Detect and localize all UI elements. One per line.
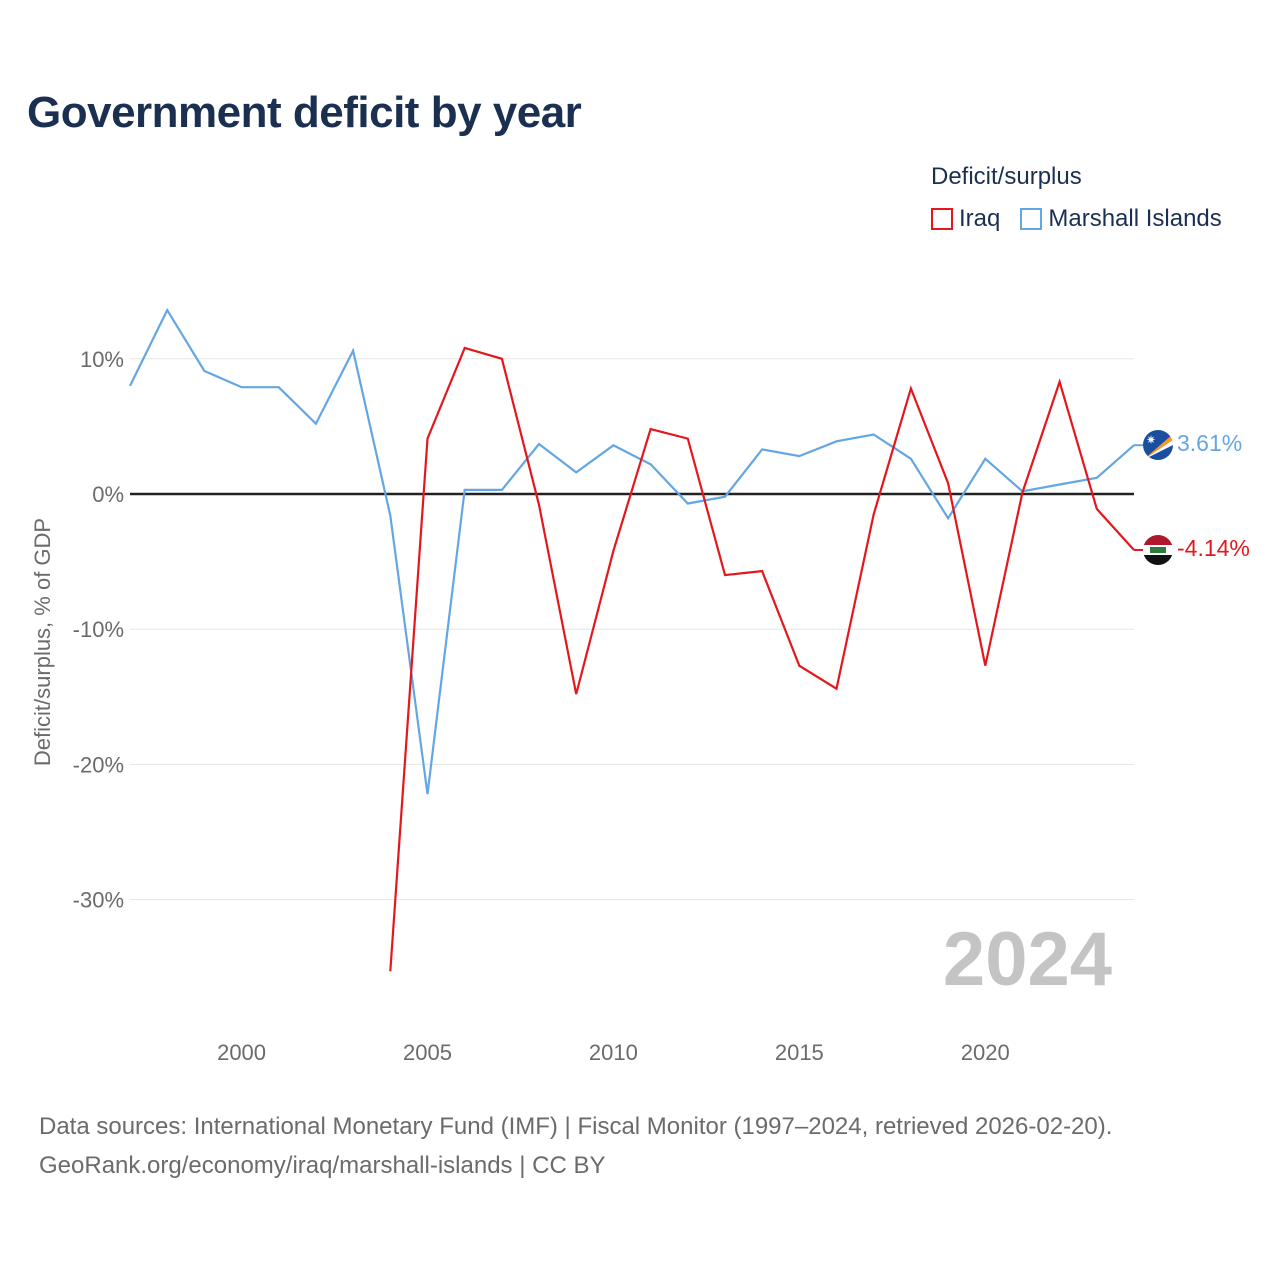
legend-label-iraq: Iraq xyxy=(959,205,1001,232)
series-line-iraq[interactable] xyxy=(389,346,1135,972)
grid-lines xyxy=(130,358,1134,901)
series-lines xyxy=(129,307,1143,972)
y-tick-label: 10% xyxy=(80,347,124,372)
legend-swatch-iraq xyxy=(931,208,953,230)
marshall-islands-flag-icon: ✷ xyxy=(1143,430,1173,460)
y-tick-label: 0% xyxy=(92,482,124,507)
line-chart: 10% 0% -10% -20% -30% 2000 2005 2010 2015 2020 D… xyxy=(30,307,1250,1065)
legend-item-iraq[interactable]: Iraq xyxy=(931,205,1000,233)
legend-title: Deficit/surplus xyxy=(931,163,1082,190)
svg-text:✷: ✷ xyxy=(1146,433,1156,447)
legend-swatch-marshall-islands xyxy=(1020,208,1043,230)
source-note: Data sources: International Monetary Fun… xyxy=(39,1107,1112,1185)
marshall-islands-end-label: 3.61% xyxy=(1177,430,1242,456)
y-tick-label: -30% xyxy=(73,888,124,913)
x-tick-label: 2000 xyxy=(217,1040,266,1065)
legend-label-marshall-islands: Marshall Islands xyxy=(1048,205,1222,232)
y-tick-label: -20% xyxy=(73,752,124,777)
x-axis-ticks: 2000 2005 2010 2015 2020 xyxy=(217,1040,1010,1065)
x-tick-label: 2010 xyxy=(589,1040,638,1065)
legend-item-marshall-islands[interactable]: Marshall Islands xyxy=(1020,205,1222,233)
series-line-marshall-islands[interactable] xyxy=(129,307,1135,795)
source-line-1: Data sources: International Monetary Fun… xyxy=(39,1113,1113,1140)
x-tick-label: 2020 xyxy=(961,1040,1010,1065)
iraq-flag-icon xyxy=(1143,535,1173,565)
year-watermark: 2024 xyxy=(943,917,1112,1002)
iraq-end-label: -4.14% xyxy=(1177,535,1250,561)
y-axis-label: Deficit/surplus, % of GDP xyxy=(30,518,55,766)
x-tick-label: 2005 xyxy=(403,1040,452,1065)
y-axis-ticks: 10% 0% -10% -20% -30% xyxy=(73,347,124,913)
chart-title: Government deficit by year xyxy=(27,88,582,137)
x-tick-label: 2015 xyxy=(775,1040,824,1065)
legend: Iraq Marshall Islands xyxy=(931,205,1222,233)
y-tick-label: -10% xyxy=(73,617,124,642)
source-line-2[interactable]: GeoRank.org/economy/iraq/marshall-island… xyxy=(39,1152,606,1179)
